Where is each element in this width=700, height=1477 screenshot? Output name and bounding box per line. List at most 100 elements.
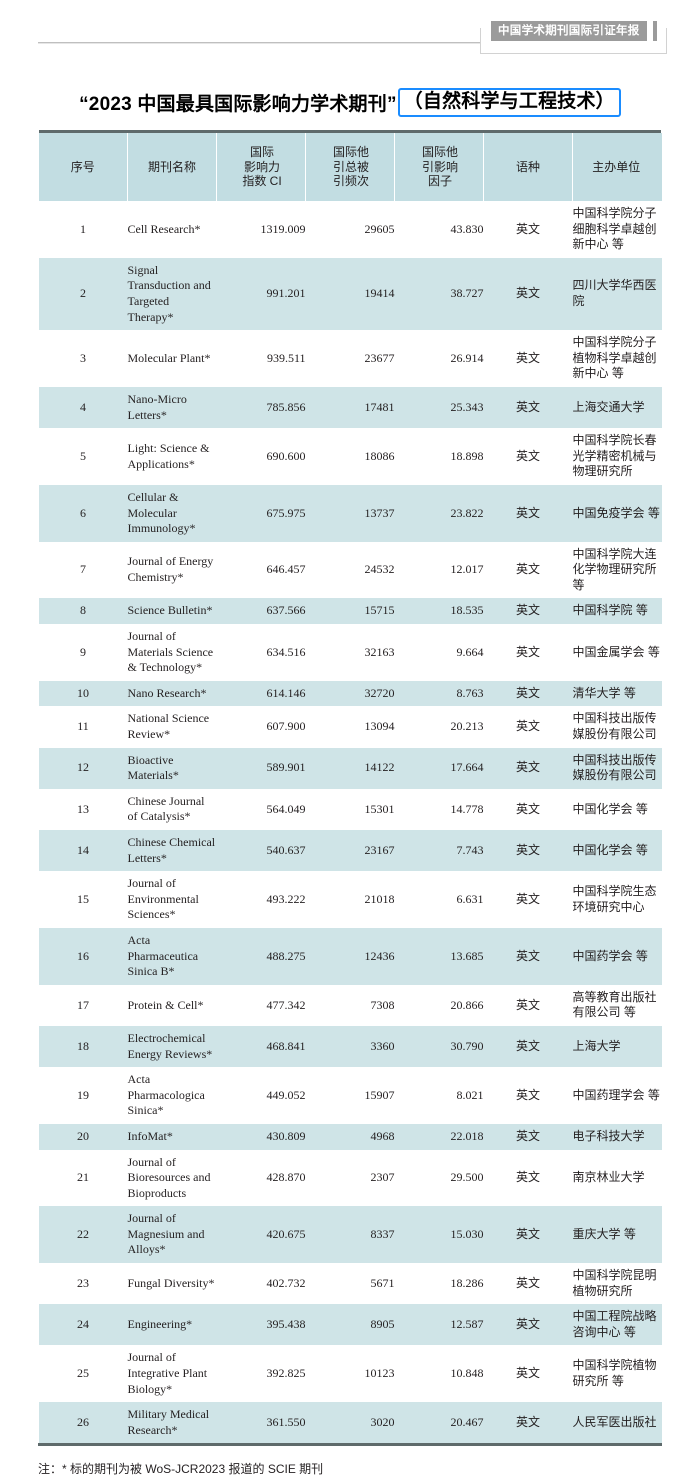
table-row[interactable]: 22 Journal of Magnesium and Alloys* 420.67…: [38, 1206, 662, 1264]
row-rank: 19: [38, 1067, 128, 1124]
row-impact-factor: 12.587: [394, 1304, 484, 1346]
row-impact-factor: 12.017: [394, 541, 484, 599]
table-row[interactable]: 14 Chinese Chemical Letters* 540.637 23167 7…: [38, 830, 662, 872]
row-impact-factor: 20.213: [394, 706, 484, 748]
table-row[interactable]: 12 Bioactive Materials* 589.901 14122 17.664…: [38, 747, 662, 789]
table-row[interactable]: 10 Nano Research* 614.146 32720 8.763 英文 清华大学 …: [38, 680, 662, 707]
row-language: 英文: [483, 1149, 573, 1207]
row-language: 英文: [483, 1067, 573, 1124]
table-row[interactable]: 5 Light: Science & Applications* 690.600 18…: [38, 428, 662, 485]
row-ci: 488.275: [216, 927, 306, 985]
row-journal-name: Journal of Integrative Plant Biology*: [127, 1345, 217, 1403]
row-journal-name: Electrochemical Energy Reviews*: [127, 1025, 217, 1068]
table-row[interactable]: 26 Military Medical Research* 361.550 3020 2…: [38, 1402, 662, 1444]
row-journal-name: Chinese Chemical Letters*: [127, 830, 217, 872]
row-impact-factor: 14.778: [394, 788, 484, 830]
page-title-category-highlight[interactable]: （自然科学与工程技术）: [397, 88, 621, 117]
row-rank: 24: [38, 1304, 128, 1346]
row-sponsor: 中国科学院大连化学物理研究所 等: [572, 541, 662, 599]
table-row[interactable]: 8 Science Bulletin* 637.566 15715 18.535 英文 中国…: [38, 598, 662, 625]
table-row[interactable]: 19 Acta Pharmacologica Sinica* 449.052 1590…: [38, 1067, 662, 1124]
row-total-cites: 2307: [305, 1149, 395, 1207]
row-impact-factor: 20.467: [394, 1402, 484, 1444]
row-total-cites: 10123: [305, 1345, 395, 1403]
row-total-cites: 15301: [305, 788, 395, 830]
row-total-cites: 32163: [305, 624, 395, 681]
row-impact-factor: 17.664: [394, 747, 484, 789]
column-header-cites-line1: 国际他: [332, 145, 369, 160]
row-impact-factor: 26.914: [394, 330, 484, 387]
row-journal-name: Light: Science & Applications*: [127, 428, 217, 485]
row-total-cites: 15907: [305, 1067, 395, 1124]
row-language: 英文: [483, 927, 573, 985]
table-row[interactable]: 24 Engineering* 395.438 8905 12.587 英文 中国工程院战略…: [38, 1304, 662, 1346]
table-row[interactable]: 18 Electrochemical Energy Reviews* 468.841…: [38, 1025, 662, 1068]
row-rank: 4: [38, 386, 128, 429]
column-header-if-line3: 因子: [427, 174, 452, 189]
row-journal-name: Cell Research*: [127, 201, 217, 258]
table-row[interactable]: 11 National Science Review* 607.900 13094 20…: [38, 706, 662, 748]
table-row[interactable]: 13 Chinese Journal of Catalysis* 564.049 15…: [38, 788, 662, 830]
row-impact-factor: 22.018: [394, 1123, 484, 1150]
row-sponsor: 上海交通大学: [572, 386, 662, 429]
running-head-label: 中国学术期刊国际引证年报: [491, 21, 647, 41]
row-language: 英文: [483, 484, 573, 542]
row-rank: 18: [38, 1025, 128, 1068]
row-rank: 20: [38, 1123, 128, 1150]
row-journal-name: Journal of Bioresources and Bioproducts: [127, 1149, 217, 1207]
table-row[interactable]: 17 Protein & Cell* 477.342 7308 20.866 英文 高等教育…: [38, 984, 662, 1026]
row-language: 英文: [483, 624, 573, 681]
table-row[interactable]: 21 Journal of Bioresources and Bioproduct…: [38, 1149, 662, 1207]
row-language: 英文: [483, 598, 573, 625]
row-journal-name: Fungal Diversity*: [127, 1263, 217, 1305]
table-row[interactable]: 6 Cellular & Molecular Immunology* 675.975…: [38, 484, 662, 542]
column-header-name: 期刊名称: [127, 133, 217, 201]
table-row[interactable]: 25 Journal of Integrative Plant Biology* 3…: [38, 1345, 662, 1403]
row-journal-name: Signal Transduction and Targeted Therapy…: [127, 257, 217, 331]
row-total-cites: 32720: [305, 680, 395, 707]
row-total-cites: 13094: [305, 706, 395, 748]
row-rank: 13: [38, 788, 128, 830]
row-rank: 7: [38, 541, 128, 599]
row-journal-name: Bioactive Materials*: [127, 747, 217, 789]
table-row[interactable]: 2 Signal Transduction and Targeted Therap…: [38, 257, 662, 331]
row-sponsor: 电子科技大学: [572, 1123, 662, 1150]
table-row[interactable]: 23 Fungal Diversity* 402.732 5671 18.286 英文 中国…: [38, 1263, 662, 1305]
row-language: 英文: [483, 871, 573, 928]
row-total-cites: 24532: [305, 541, 395, 599]
row-total-cites: 19414: [305, 257, 395, 331]
page-title-main: “2023 中国最具国际影响力学术期刊”: [79, 93, 397, 115]
row-total-cites: 17481: [305, 386, 395, 429]
row-ci: 468.841: [216, 1025, 306, 1068]
row-sponsor: 中国工程院战略咨询中心 等: [572, 1304, 662, 1346]
row-rank: 17: [38, 984, 128, 1026]
table-row[interactable]: 16 Acta Pharmaceutica Sinica B* 488.275 124…: [38, 927, 662, 985]
table-row[interactable]: 3 Molecular Plant* 939.511 23677 26.914 英文 中国科…: [38, 330, 662, 387]
row-total-cites: 3020: [305, 1402, 395, 1444]
row-total-cites: 12436: [305, 927, 395, 985]
row-rank: 14: [38, 830, 128, 872]
row-journal-name: Molecular Plant*: [127, 330, 217, 387]
row-sponsor: 中国药学会 等: [572, 927, 662, 985]
table-row[interactable]: 4 Nano-Micro Letters* 785.856 17481 25.343 英文…: [38, 386, 662, 429]
row-language: 英文: [483, 201, 573, 258]
row-total-cites: 23167: [305, 830, 395, 872]
table-row[interactable]: 7 Journal of Energy Chemistry* 646.457 2453…: [38, 541, 662, 599]
column-header-if-line2: 引影响: [421, 159, 458, 174]
journal-table-wrap: 序号 期刊名称 国际 影响力 指数 CI 国际他 引总被 引频次 国际他 引影响…: [38, 130, 662, 1447]
table-row[interactable]: 9 Journal of Materials Science & Technolo…: [38, 624, 662, 681]
row-total-cites: 4968: [305, 1123, 395, 1150]
row-rank: 11: [38, 706, 128, 748]
table-row[interactable]: 15 Journal of Environmental Sciences* 493.…: [38, 871, 662, 928]
row-sponsor: 中国化学会 等: [572, 830, 662, 872]
table-row[interactable]: 1 Cell Research* 1319.009 29605 43.830 英文 中国科学…: [38, 201, 662, 258]
row-language: 英文: [483, 1345, 573, 1403]
table-top-rule: [38, 130, 662, 133]
row-total-cites: 13737: [305, 484, 395, 542]
row-rank: 3: [38, 330, 128, 387]
row-journal-name: Nano-Micro Letters*: [127, 386, 217, 429]
table-row[interactable]: 20 InfoMat* 430.809 4968 22.018 英文 电子科技大学: [38, 1123, 662, 1150]
row-impact-factor: 13.685: [394, 927, 484, 985]
row-language: 英文: [483, 1402, 573, 1444]
column-header-if: 国际他 引影响 因子: [394, 133, 484, 201]
